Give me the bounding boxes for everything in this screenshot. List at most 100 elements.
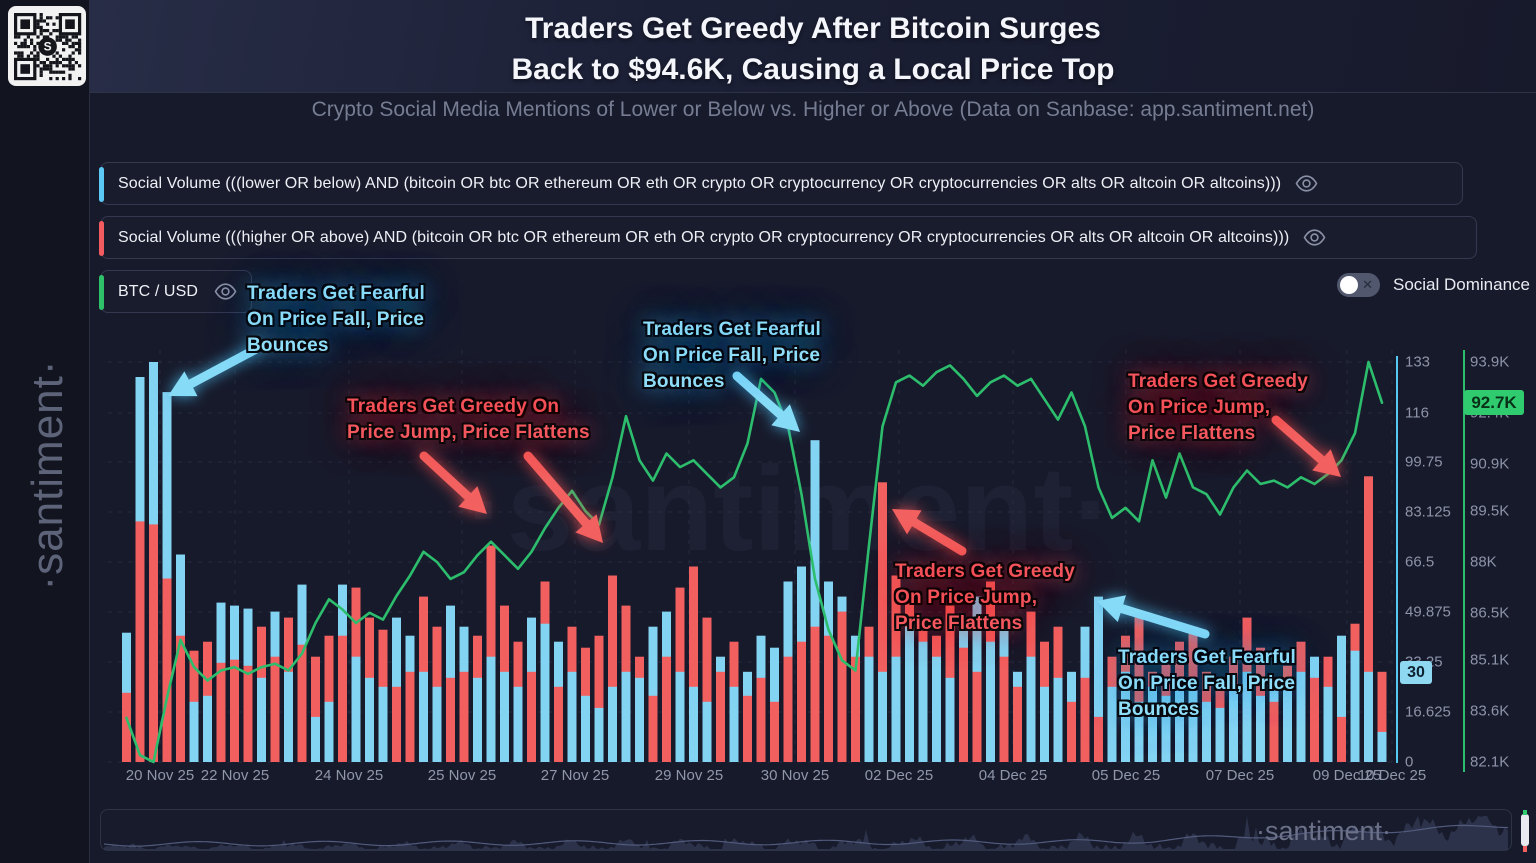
volume-bar-above: [311, 656, 320, 762]
volume-bar-above: [1053, 626, 1063, 762]
volume-bar-below: [621, 671, 631, 762]
visibility-eye-icon[interactable]: [1295, 175, 1318, 192]
volume-bar-below: [770, 647, 779, 762]
annotation-arrow: [1097, 595, 1210, 639]
volume-bar-below: [162, 392, 172, 762]
volume-bar-above: [378, 629, 388, 762]
x-axis-date-label: 22 Nov 25: [200, 767, 270, 784]
volume-axis-tick: 116: [1405, 404, 1429, 422]
legend-social-volume-lower[interactable]: Social Volume (((lower OR below) AND (bi…: [99, 162, 1463, 205]
volume-bar-above: [270, 656, 280, 762]
annotation-greedy-2: Traders Get Greedy On Price Jump, Price Fl…: [895, 561, 1075, 634]
volume-bar-above: [459, 671, 469, 762]
social-dominance-control: ✕ Social Dominance: [1336, 273, 1530, 297]
x-axis-date-label: 02 Dec 25: [864, 767, 934, 784]
volume-bar-above: [203, 641, 212, 762]
volume-bar-above: [743, 695, 752, 762]
x-axis-date-label: 07 Dec 25: [1205, 767, 1275, 784]
volume-bar-below: [1026, 656, 1036, 762]
volume-bar-below: [608, 686, 617, 762]
volume-bar-below: [581, 695, 590, 762]
volume-bar-below: [783, 581, 793, 762]
volume-bar-below: [1310, 656, 1319, 762]
volume-bar-above: [1296, 641, 1306, 762]
volume-bar-below: [567, 671, 577, 762]
volume-bar-above: [338, 635, 347, 762]
volume-bar-below: [891, 656, 901, 762]
volume-bar-above: [284, 617, 293, 762]
x-axis-date-label: 30 Nov 25: [760, 767, 830, 784]
volume-bar-above: [1364, 476, 1373, 762]
volume-bar-above: [1350, 623, 1360, 762]
annotation-fearful-2: Traders Get Fearful On Price Fall, Price B…: [643, 319, 822, 392]
legend-accent: [99, 221, 104, 256]
volume-bar-above: [527, 671, 536, 762]
visibility-eye-icon[interactable]: [1303, 229, 1326, 246]
social-dominance-toggle[interactable]: ✕: [1336, 273, 1380, 297]
volume-bar-above: [959, 647, 968, 762]
volume-bar-above: [405, 671, 415, 762]
volume-bar-above: [567, 626, 577, 762]
title-line-2: Back to $94.6K, Causing a Local Price To…: [511, 53, 1115, 86]
volume-bar-below: [1107, 686, 1117, 762]
volume-bar-above: [675, 587, 685, 762]
volume-bar-above: [1310, 677, 1319, 762]
volume-bar-below: [486, 656, 496, 762]
volume-bar-below: [419, 671, 428, 762]
volume-bar-above: [1040, 641, 1049, 762]
volume-bar-above: [1323, 656, 1333, 762]
volume-bar-above: [473, 635, 482, 762]
volume-bar-below: [324, 701, 334, 762]
volume-bar-above: [851, 656, 860, 762]
volume-bar-below: [243, 608, 253, 762]
volume-bar-below: [216, 602, 226, 762]
legend-label: Social Volume (((lower OR below) AND (bi…: [118, 174, 1282, 192]
volume-bar-below: [594, 707, 604, 762]
volume-axis-tick: 66.5: [1405, 553, 1435, 571]
santiment-vertical-watermark: ·santiment·: [23, 359, 72, 591]
x-axis-date-label: 20 Nov 25: [125, 767, 195, 784]
volume-bar-below: [824, 581, 833, 762]
volume-bar-above: [216, 662, 226, 762]
price-axis-tick: 93.9K: [1470, 353, 1510, 371]
volume-bar-below: [729, 686, 739, 762]
volume-axis-tick: 16.625: [1405, 703, 1451, 721]
volume-bar-above: [770, 701, 779, 762]
visibility-eye-icon[interactable]: [214, 283, 237, 300]
x-axis-date-label: 27 Nov 25: [540, 767, 610, 784]
volume-bar-below: [1337, 635, 1346, 762]
volume-bar-below: [1296, 671, 1306, 762]
minimap-handle-bottom-tick: [1523, 846, 1527, 852]
volume-bar-below: [1080, 626, 1090, 762]
volume-bar-below: [446, 605, 455, 762]
volume-bar-above: [662, 656, 671, 762]
x-axis-date-label: 04 Dec 25: [978, 767, 1048, 784]
legend-accent: [99, 275, 104, 310]
volume-bar-above: [176, 635, 185, 762]
minimap-handle-top-tick: [1523, 810, 1527, 815]
volume-bar-above: [432, 626, 442, 762]
timeline-minimap[interactable]: ·santiment·: [100, 809, 1529, 852]
x-axis-date-label: 09 Dec 25: [1312, 767, 1382, 784]
volume-bar-below: [405, 635, 415, 762]
legend-social-volume-higher[interactable]: Social Volume (((higher OR above) AND (b…: [99, 216, 1477, 259]
volume-bar-below: [986, 641, 995, 762]
volume-bar-below: [1067, 671, 1076, 762]
volume-bar-above: [230, 659, 239, 762]
x-axis-date-label: 25 Nov 25: [427, 767, 497, 784]
annotation-fearful-3: Traders Get Fearful On Price Fall, Price B…: [1118, 647, 1297, 720]
santiment-chart-watermark: ·santiment·: [466, 442, 1114, 576]
header: [90, 0, 1536, 93]
volume-bar-above: [297, 644, 307, 762]
annotation-greedy-3: Traders Get Greedy On Price Jump, Price Fl…: [1128, 371, 1308, 444]
volume-bar-above: [135, 521, 145, 762]
volume-bar-below: [635, 677, 644, 762]
volume-bar-below: [878, 671, 887, 762]
volume-bar-above: [594, 635, 604, 762]
minimap-slider-handle[interactable]: [1521, 814, 1529, 846]
volume-bar-above: [824, 635, 833, 762]
annotation-arrow: [168, 343, 263, 397]
volume-bar-above: [554, 686, 563, 762]
volume-bar-above: [1337, 716, 1346, 762]
legend-btc-usd[interactable]: BTC / USD: [99, 270, 252, 313]
